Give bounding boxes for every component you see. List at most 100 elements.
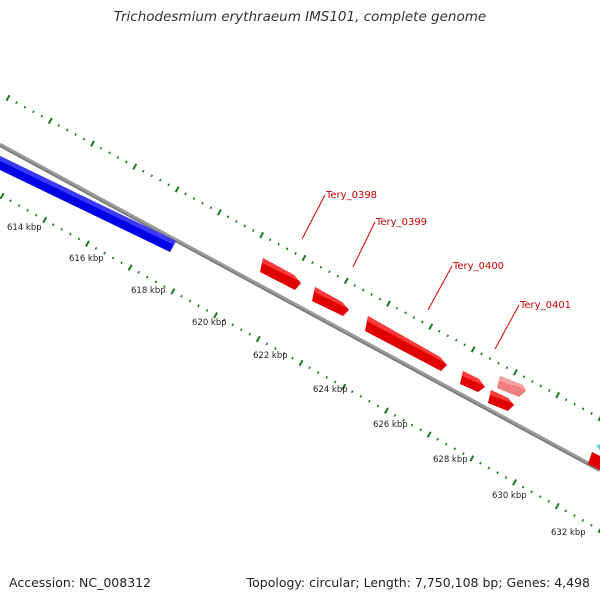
leader-line-tery-0399 (352, 221, 376, 268)
outer-scale-tick (522, 375, 526, 379)
scale-labels: 614 kbp 616 kbp 618 kbp 620 kbp 622 kbp … (7, 223, 586, 538)
gene-feature-tery-0401[interactable] (497, 376, 526, 397)
outer-scale-tick (454, 338, 458, 342)
gene-feature-red-small-2[interactable] (488, 390, 514, 411)
inner-scale-tick (127, 264, 133, 271)
inner-scale-tick (368, 399, 371, 403)
scale-label-622: 622 kbp (253, 351, 288, 361)
outer-scale-tick (150, 174, 154, 178)
inner-scale-tick (410, 423, 414, 427)
outer-scale-tick (201, 201, 204, 205)
outer-scale-tick (404, 311, 407, 315)
outer-scale-tick (386, 300, 391, 307)
outer-scale-tick (158, 178, 162, 182)
inner-scale-tick (265, 342, 269, 346)
outer-scale-tick (581, 407, 585, 411)
outer-scale-tick (319, 265, 323, 269)
outer-scale-tick (32, 110, 35, 114)
inner-scale-tick (538, 495, 542, 499)
leader-line-tery-0398 (301, 194, 326, 240)
outer-scale-tick (142, 169, 145, 173)
outer-scale-tick (116, 156, 120, 159)
outer-scale-tick (463, 343, 466, 347)
inner-scale-tick (564, 509, 568, 513)
outer-scale-tick (217, 209, 222, 216)
outer-scale-tick (428, 323, 434, 330)
outer-scale-tick (90, 140, 95, 147)
blue-feature[interactable] (0, 156, 176, 252)
inner-scale-tick (308, 366, 311, 370)
inner-scale-tick (453, 447, 457, 451)
inner-scale-tick (419, 428, 422, 432)
outer-scale-tick (513, 369, 518, 376)
scale-label-628: 628 kbp (433, 455, 468, 465)
outer-scale-tick (184, 192, 187, 196)
outer-scale-ticks (5, 94, 600, 422)
gene-feature-tery-0399[interactable] (312, 287, 349, 316)
inner-scale-tick (69, 232, 72, 236)
outer-scale-tick (99, 146, 103, 150)
gene-feature-tery-0400[interactable] (365, 316, 447, 371)
genome-backbone (0, 142, 600, 471)
outer-scale-tick (564, 398, 568, 402)
outer-scale-tick (167, 183, 170, 187)
outer-scale-tick (40, 114, 44, 118)
outer-scale-tick (547, 389, 551, 392)
genome-summary-text: Topology: circular; Length: 7,750,108 bp… (246, 575, 590, 590)
inner-scale-tick (341, 383, 347, 391)
outer-scale-tick (470, 346, 476, 353)
inner-scale-tick (274, 347, 277, 351)
gene-label-tery-0398[interactable]: Tery_0398 (325, 190, 377, 201)
outer-scale-tick (343, 277, 349, 285)
gene-feature-edge[interactable] (588, 444, 600, 470)
outer-scale-tick (132, 163, 138, 170)
outer-scale-tick (438, 329, 441, 333)
outer-scale-tick (174, 186, 180, 193)
inner-scale-tick (26, 208, 29, 212)
inner-scale-tick (325, 375, 328, 379)
outer-scale-tick (497, 361, 500, 365)
inner-scale-tick (103, 251, 106, 255)
outer-scale-tick (251, 229, 255, 232)
outer-scale-tick (301, 254, 307, 262)
inner-scale-tick (444, 442, 448, 446)
leader-line-tery-0400 (427, 265, 453, 311)
inner-scale-tick (120, 261, 123, 265)
outer-scale-tick (57, 124, 61, 127)
gene-feature-red-small-1[interactable] (460, 371, 485, 392)
scale-label-616: 616 kbp (69, 254, 104, 264)
outer-scale-tick (82, 137, 86, 141)
outer-scale-tick (488, 357, 492, 360)
outer-scale-tick (15, 101, 18, 104)
inner-scale-tick (205, 309, 209, 312)
gene-label-tery-0401[interactable]: Tery_0401 (519, 300, 571, 311)
inner-scale-tick (17, 204, 21, 207)
inner-scale-tick (581, 519, 585, 522)
inner-scale-tick (291, 356, 294, 360)
outer-scale-tick (336, 274, 340, 278)
inner-scale-tick (333, 380, 337, 384)
outer-scale-tick (125, 160, 128, 164)
inner-scale-tick (376, 404, 380, 408)
outer-scale-tick (573, 402, 576, 406)
gene-label-tery-0399[interactable]: Tery_0399 (375, 217, 427, 228)
inner-scale-tick (298, 359, 304, 367)
gene-label-tery-0400[interactable]: Tery_0400 (452, 261, 504, 272)
outer-scale-tick (353, 284, 357, 287)
outer-scale-tick (277, 242, 280, 246)
outer-scale-tick (5, 94, 11, 102)
outer-scale-tick (294, 252, 297, 255)
gene-feature-tery-0398[interactable] (260, 258, 301, 290)
outer-scale-tick (421, 320, 424, 324)
inner-scale-tick (145, 275, 149, 279)
inner-scale-tick (554, 502, 560, 510)
scale-label-626: 626 kbp (373, 420, 408, 430)
outer-scale-tick (531, 380, 534, 383)
scale-label-632: 632 kbp (551, 528, 586, 538)
inner-scale-tick (0, 192, 5, 200)
outer-scale-tick (590, 412, 593, 415)
outer-scale-tick (505, 366, 509, 370)
inner-scale-tick (504, 476, 508, 479)
outer-scale-tick (65, 128, 69, 132)
